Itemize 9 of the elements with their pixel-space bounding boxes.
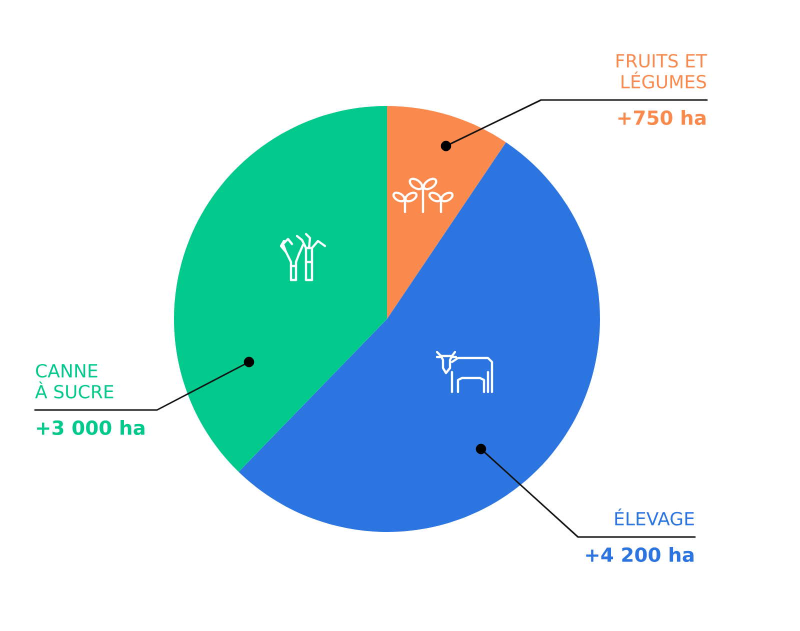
data-label: +3 000 ha	[37, 420, 144, 436]
pie-slice	[387, 106, 506, 319]
slice-label: CANNE À SUCRE	[35, 364, 114, 398]
pie-slice	[238, 142, 600, 532]
slice-label: FRUITS ET LÉGUMES	[616, 54, 708, 88]
slice-label: ÉLEVAGE	[615, 508, 694, 526]
pie-slice	[174, 106, 387, 472]
data-label: +4 200 ha	[586, 547, 694, 562]
data-label: +750 ha	[618, 110, 706, 126]
